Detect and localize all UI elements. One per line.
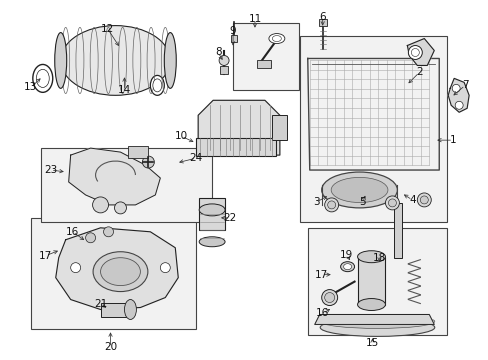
Text: 7: 7	[461, 80, 468, 90]
Text: 2: 2	[415, 67, 422, 77]
Circle shape	[321, 289, 337, 306]
Circle shape	[451, 84, 459, 92]
Text: 16: 16	[315, 309, 328, 319]
Polygon shape	[56, 228, 178, 310]
Ellipse shape	[199, 204, 224, 216]
Bar	[256, 60, 270, 68]
Circle shape	[324, 293, 334, 302]
Bar	[128, 146, 148, 158]
Ellipse shape	[268, 33, 285, 44]
Bar	[307, 228, 447, 336]
Text: 21: 21	[94, 298, 107, 309]
Circle shape	[142, 156, 154, 168]
Ellipse shape	[61, 26, 170, 95]
Polygon shape	[68, 148, 160, 205]
Ellipse shape	[55, 32, 66, 88]
Bar	[199, 198, 224, 230]
Circle shape	[454, 101, 462, 109]
Ellipse shape	[164, 32, 176, 88]
Text: 24: 24	[189, 153, 203, 163]
Text: 12: 12	[101, 24, 114, 33]
Ellipse shape	[33, 64, 53, 92]
Bar	[357, 257, 385, 305]
Circle shape	[85, 233, 95, 243]
Text: 4: 4	[408, 195, 415, 205]
Polygon shape	[198, 100, 279, 155]
Bar	[394, 203, 402, 258]
Bar	[233, 23, 298, 90]
Bar	[318, 19, 326, 26]
Circle shape	[160, 263, 170, 273]
Text: 8: 8	[214, 48, 221, 58]
Ellipse shape	[124, 300, 136, 319]
Text: 23: 23	[44, 165, 57, 175]
Circle shape	[71, 263, 81, 273]
Ellipse shape	[93, 252, 147, 292]
Ellipse shape	[357, 298, 385, 310]
Ellipse shape	[357, 251, 385, 263]
Text: 13: 13	[24, 82, 38, 93]
Text: 18: 18	[372, 253, 386, 263]
Ellipse shape	[320, 315, 434, 328]
Ellipse shape	[199, 237, 224, 247]
Circle shape	[92, 197, 108, 213]
Ellipse shape	[320, 319, 434, 336]
Bar	[271, 115, 286, 140]
Circle shape	[114, 202, 126, 214]
Ellipse shape	[36, 69, 49, 87]
Bar	[31, 218, 196, 329]
Text: 19: 19	[339, 250, 352, 260]
Bar	[101, 302, 130, 318]
Text: 14: 14	[118, 85, 131, 95]
Ellipse shape	[153, 79, 162, 92]
Text: 5: 5	[359, 197, 365, 207]
Circle shape	[219, 55, 228, 66]
Text: 17: 17	[314, 270, 327, 280]
Circle shape	[407, 45, 422, 59]
Text: 11: 11	[248, 14, 261, 24]
Text: 20: 20	[104, 342, 117, 352]
Circle shape	[416, 193, 430, 207]
Ellipse shape	[343, 264, 351, 270]
Text: 3: 3	[313, 197, 319, 207]
Bar	[299, 36, 447, 222]
Bar	[230, 35, 237, 41]
Ellipse shape	[321, 172, 397, 208]
Polygon shape	[447, 78, 468, 112]
Text: 16: 16	[66, 227, 79, 237]
Ellipse shape	[340, 262, 354, 272]
Text: 15: 15	[365, 338, 378, 348]
Circle shape	[324, 198, 338, 212]
Bar	[220, 67, 227, 75]
Polygon shape	[407, 39, 433, 66]
Ellipse shape	[272, 36, 281, 41]
Text: 6: 6	[319, 12, 325, 22]
Ellipse shape	[101, 258, 140, 285]
Bar	[196, 138, 275, 156]
Ellipse shape	[330, 177, 387, 203]
Circle shape	[387, 199, 396, 207]
Circle shape	[385, 196, 399, 210]
Circle shape	[103, 227, 113, 237]
Polygon shape	[314, 315, 433, 324]
Text: 10: 10	[174, 131, 187, 141]
Bar	[41, 148, 212, 222]
Circle shape	[327, 201, 335, 209]
Text: 17: 17	[39, 251, 52, 261]
Circle shape	[420, 196, 427, 204]
Text: 22: 22	[223, 213, 236, 223]
Circle shape	[410, 49, 419, 57]
Text: 9: 9	[229, 26, 236, 36]
Text: 1: 1	[449, 135, 456, 145]
Ellipse shape	[150, 75, 164, 95]
